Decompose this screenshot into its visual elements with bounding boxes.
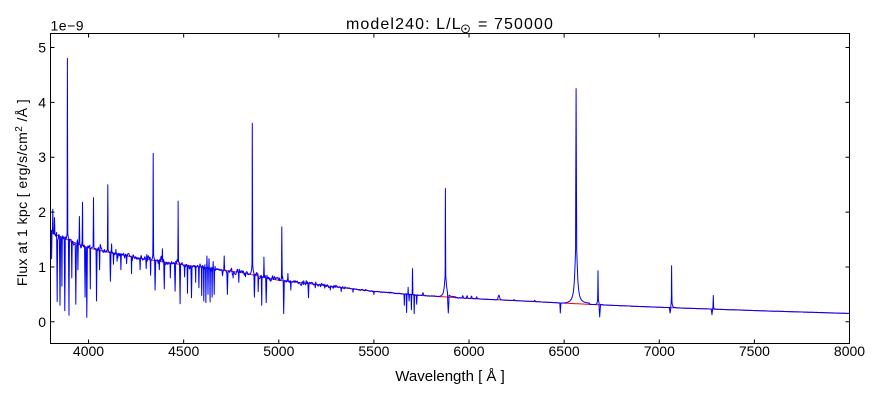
svg-text:4000: 4000	[73, 343, 104, 359]
svg-text:Flux at 1 kpc [ erg/s/cm2 /Å ]: Flux at 1 kpc [ erg/s/cm2 /Å ]	[14, 99, 30, 286]
svg-text:4500: 4500	[168, 343, 199, 359]
svg-text:Wavelength [ Å ]: Wavelength [ Å ]	[395, 368, 505, 385]
svg-text:0: 0	[38, 314, 46, 330]
svg-text:5500: 5500	[358, 343, 389, 359]
svg-text:6000: 6000	[453, 343, 484, 359]
svg-text:1e−9: 1e−9	[51, 17, 85, 33]
svg-text:4: 4	[38, 94, 46, 110]
svg-text:7000: 7000	[644, 343, 675, 359]
svg-text:8000: 8000	[834, 343, 865, 359]
svg-text:3: 3	[38, 149, 46, 165]
svg-text:5: 5	[38, 40, 46, 56]
svg-text:6500: 6500	[549, 343, 580, 359]
svg-text:7500: 7500	[739, 343, 770, 359]
svg-text:2: 2	[38, 204, 46, 220]
svg-text:5000: 5000	[263, 343, 294, 359]
svg-text:= 750000: = 750000	[478, 16, 554, 33]
svg-text:1: 1	[38, 259, 46, 275]
svg-text:model240: L/L: model240: L/L	[346, 16, 462, 33]
